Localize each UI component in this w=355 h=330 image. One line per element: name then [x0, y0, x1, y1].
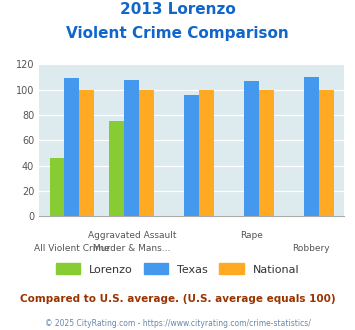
- Text: All Violent Crime: All Violent Crime: [34, 244, 110, 253]
- Bar: [199, 90, 214, 216]
- Bar: [50, 158, 65, 216]
- Text: Violent Crime Comparison: Violent Crime Comparison: [66, 26, 289, 41]
- Bar: [65, 78, 80, 216]
- Bar: [319, 90, 334, 216]
- Text: Aggravated Assault: Aggravated Assault: [88, 231, 176, 240]
- Bar: [184, 95, 199, 216]
- Bar: [244, 81, 259, 216]
- Text: Robbery: Robbery: [293, 244, 330, 253]
- Bar: [304, 77, 319, 216]
- Bar: [124, 80, 139, 216]
- Text: Compared to U.S. average. (U.S. average equals 100): Compared to U.S. average. (U.S. average …: [20, 294, 335, 304]
- Text: Murder & Mans...: Murder & Mans...: [93, 244, 170, 253]
- Text: Rape: Rape: [240, 231, 263, 240]
- Text: 2013 Lorenzo: 2013 Lorenzo: [120, 2, 235, 16]
- Bar: [80, 90, 94, 216]
- Bar: [109, 121, 124, 216]
- Text: © 2025 CityRating.com - https://www.cityrating.com/crime-statistics/: © 2025 CityRating.com - https://www.city…: [45, 319, 310, 328]
- Legend: Lorenzo, Texas, National: Lorenzo, Texas, National: [51, 259, 304, 279]
- Bar: [259, 90, 274, 216]
- Bar: [139, 90, 154, 216]
